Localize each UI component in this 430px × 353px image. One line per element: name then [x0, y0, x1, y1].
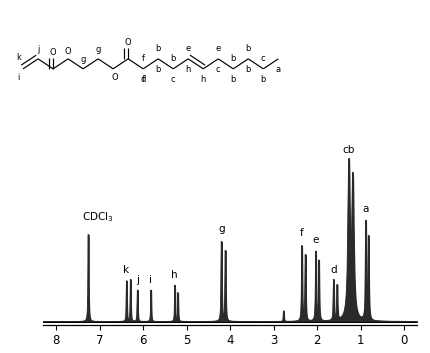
- Text: cb: cb: [343, 145, 355, 155]
- Text: c: c: [171, 75, 175, 84]
- Text: e: e: [215, 44, 221, 53]
- Text: g: g: [218, 223, 224, 234]
- Text: b: b: [156, 65, 161, 74]
- Text: a: a: [362, 204, 369, 214]
- Text: k: k: [16, 53, 22, 62]
- Text: g: g: [95, 45, 101, 54]
- Text: O: O: [125, 38, 132, 47]
- Text: O: O: [50, 48, 56, 56]
- Text: d: d: [330, 265, 337, 275]
- Text: O: O: [111, 73, 118, 82]
- Text: b: b: [171, 54, 176, 63]
- Text: h: h: [200, 75, 206, 84]
- Text: CDCl$_3$: CDCl$_3$: [83, 210, 114, 224]
- Text: c: c: [261, 54, 266, 63]
- Text: e: e: [313, 235, 319, 245]
- Text: b: b: [156, 44, 161, 53]
- Text: a: a: [276, 65, 281, 74]
- Text: b: b: [230, 54, 236, 63]
- Text: j: j: [136, 275, 139, 285]
- Text: e: e: [186, 44, 191, 53]
- Text: k: k: [123, 265, 129, 275]
- Text: g: g: [80, 55, 86, 64]
- Text: i: i: [149, 275, 152, 285]
- Text: c: c: [216, 65, 221, 74]
- Text: f: f: [300, 228, 304, 238]
- Text: h: h: [185, 65, 191, 74]
- Text: f: f: [141, 75, 144, 84]
- Text: b: b: [230, 75, 236, 84]
- Text: O: O: [65, 47, 71, 56]
- Text: b: b: [261, 75, 266, 84]
- Text: h: h: [172, 270, 178, 280]
- Text: b: b: [246, 44, 251, 53]
- Text: b: b: [246, 65, 251, 74]
- Text: j: j: [37, 45, 39, 54]
- Text: i: i: [18, 73, 20, 82]
- Text: d: d: [141, 75, 146, 84]
- Text: f: f: [141, 54, 144, 63]
